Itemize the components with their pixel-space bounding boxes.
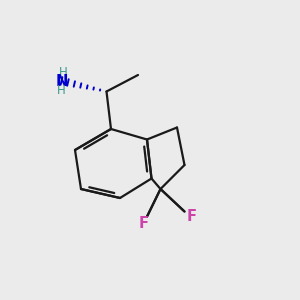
Text: H: H: [58, 65, 68, 79]
Text: F: F: [187, 209, 197, 224]
Text: N: N: [55, 74, 68, 88]
Text: H: H: [56, 84, 65, 97]
Text: F: F: [139, 216, 149, 231]
